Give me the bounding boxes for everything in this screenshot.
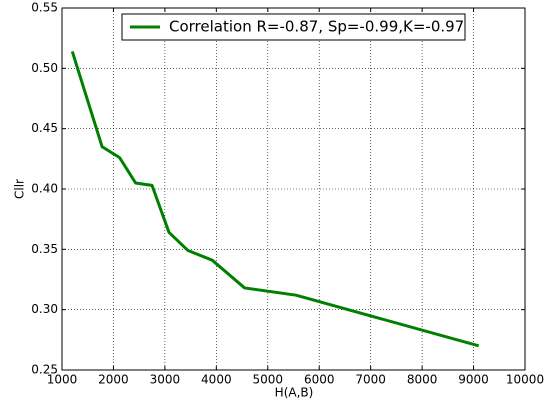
legend-box <box>121 13 466 41</box>
x-tick-label: 1000 <box>47 373 78 387</box>
y-tick-label: 0.55 <box>31 1 58 15</box>
data-line <box>70 50 480 348</box>
y-tick-label: 0.50 <box>31 61 58 75</box>
x-tick-label: 5000 <box>253 373 284 387</box>
x-tick-label: 10000 <box>506 373 544 387</box>
x-tick-label: 3000 <box>150 373 181 387</box>
y-tick-label: 0.45 <box>31 121 58 135</box>
y-tick-label: 0.35 <box>31 242 58 256</box>
x-tick-label: 8000 <box>407 373 438 387</box>
x-tick-label: 7000 <box>355 373 386 387</box>
x-tick-label: 2000 <box>98 373 129 387</box>
y-tick-label: 0.30 <box>31 302 58 316</box>
legend-label: Correlation R=-0.87, Sp=-0.99,K=-0.97 <box>169 18 464 36</box>
x-tick-label: 4000 <box>201 373 232 387</box>
plot-frame <box>61 7 526 371</box>
y-tick-label: 0.40 <box>31 182 58 196</box>
y-axis-label: Cllr <box>13 179 27 199</box>
y-tick-label: 0.25 <box>31 363 58 377</box>
x-tick-label: 9000 <box>458 373 489 387</box>
x-tick-label: 6000 <box>304 373 335 387</box>
x-axis-label: H(A,B) <box>275 386 314 400</box>
